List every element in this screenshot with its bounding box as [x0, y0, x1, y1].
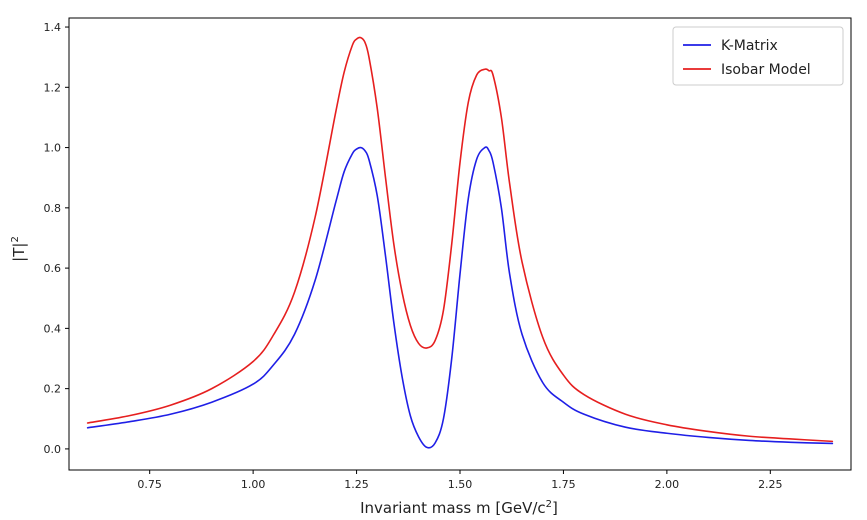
series-line-k-matrix [86, 146, 834, 449]
y-tick-label: 0.4 [44, 322, 62, 335]
y-tick-label: 0.6 [44, 262, 62, 275]
y-tick-label: 0.0 [44, 443, 62, 456]
y-tick-label: 1.2 [44, 81, 62, 94]
legend-box [672, 26, 844, 86]
x-tick-label: 1.00 [241, 478, 266, 491]
x-axis: 0.75 1.00 1.25 1.50 1.75 2.00 2.25 [137, 470, 783, 491]
y-tick-label: 0.8 [44, 202, 62, 215]
y-tick-label: 0.2 [44, 383, 62, 396]
x-tick-label: 0.75 [137, 478, 162, 491]
plot-border [68, 17, 852, 471]
legend-label: K-Matrix [721, 38, 778, 54]
series-line-isobar-model [86, 36, 834, 443]
y-axis: 0.0 0.2 0.4 0.6 0.8 1.0 1.2 1.4 [44, 21, 69, 456]
x-tick-label: 1.75 [551, 478, 576, 491]
x-tick-label: 2.00 [655, 478, 680, 491]
x-tick-label: 1.25 [344, 478, 369, 491]
x-tick-label: 2.25 [758, 478, 783, 491]
y-tick-label: 1.4 [44, 21, 62, 34]
plot-frame [68, 17, 852, 471]
legend: K-Matrix Isobar Model [672, 26, 844, 86]
y-tick-label: 1.0 [44, 142, 62, 155]
series-group [86, 36, 834, 449]
x-axis-title: Invariant mass m [GeV/c2] [360, 499, 558, 517]
legend-label: Isobar Model [721, 62, 811, 78]
x-tick-label: 1.50 [448, 478, 473, 491]
y-axis-title: |T|2 [10, 236, 28, 262]
